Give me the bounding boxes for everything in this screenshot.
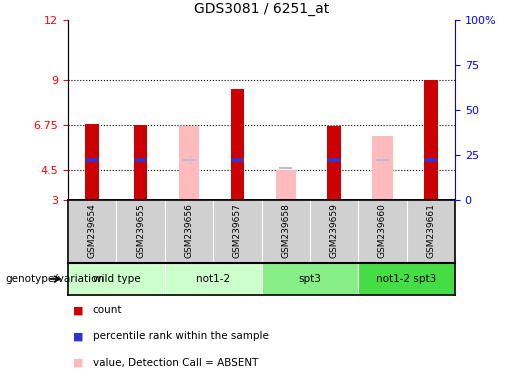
Text: GSM239659: GSM239659 <box>330 203 338 258</box>
Bar <box>179 126 199 200</box>
Text: not1-2: not1-2 <box>196 274 230 284</box>
Title: GDS3081 / 6251_at: GDS3081 / 6251_at <box>194 2 329 16</box>
Text: GSM239655: GSM239655 <box>136 203 145 258</box>
Bar <box>262 263 358 295</box>
Bar <box>182 159 196 161</box>
Bar <box>232 158 243 162</box>
Text: ■: ■ <box>73 305 83 315</box>
Bar <box>328 158 340 162</box>
Text: ■: ■ <box>73 358 83 367</box>
Bar <box>424 80 438 200</box>
Bar <box>328 126 341 200</box>
Bar <box>68 263 165 295</box>
Bar <box>425 158 437 162</box>
Bar <box>134 125 147 200</box>
Bar <box>85 124 99 200</box>
Text: ■: ■ <box>73 331 83 341</box>
Bar <box>135 158 146 162</box>
Text: value, Detection Call = ABSENT: value, Detection Call = ABSENT <box>93 358 258 367</box>
Text: GSM239660: GSM239660 <box>378 203 387 258</box>
Text: genotype/variation: genotype/variation <box>5 274 104 284</box>
Bar <box>376 159 389 161</box>
Text: GSM239661: GSM239661 <box>426 203 435 258</box>
Text: spt3: spt3 <box>298 274 321 284</box>
Bar <box>276 170 296 200</box>
Bar <box>231 89 244 200</box>
Text: count: count <box>93 305 122 315</box>
Text: GSM239657: GSM239657 <box>233 203 242 258</box>
Text: GSM239654: GSM239654 <box>88 203 97 258</box>
Text: GSM239656: GSM239656 <box>184 203 194 258</box>
Bar <box>87 158 98 162</box>
Text: wild type: wild type <box>93 274 140 284</box>
Bar <box>165 263 262 295</box>
Text: not1-2 spt3: not1-2 spt3 <box>376 274 437 284</box>
Bar <box>279 167 293 169</box>
Text: GSM239658: GSM239658 <box>281 203 290 258</box>
Text: percentile rank within the sample: percentile rank within the sample <box>93 331 269 341</box>
Bar <box>372 136 392 200</box>
Bar <box>358 263 455 295</box>
